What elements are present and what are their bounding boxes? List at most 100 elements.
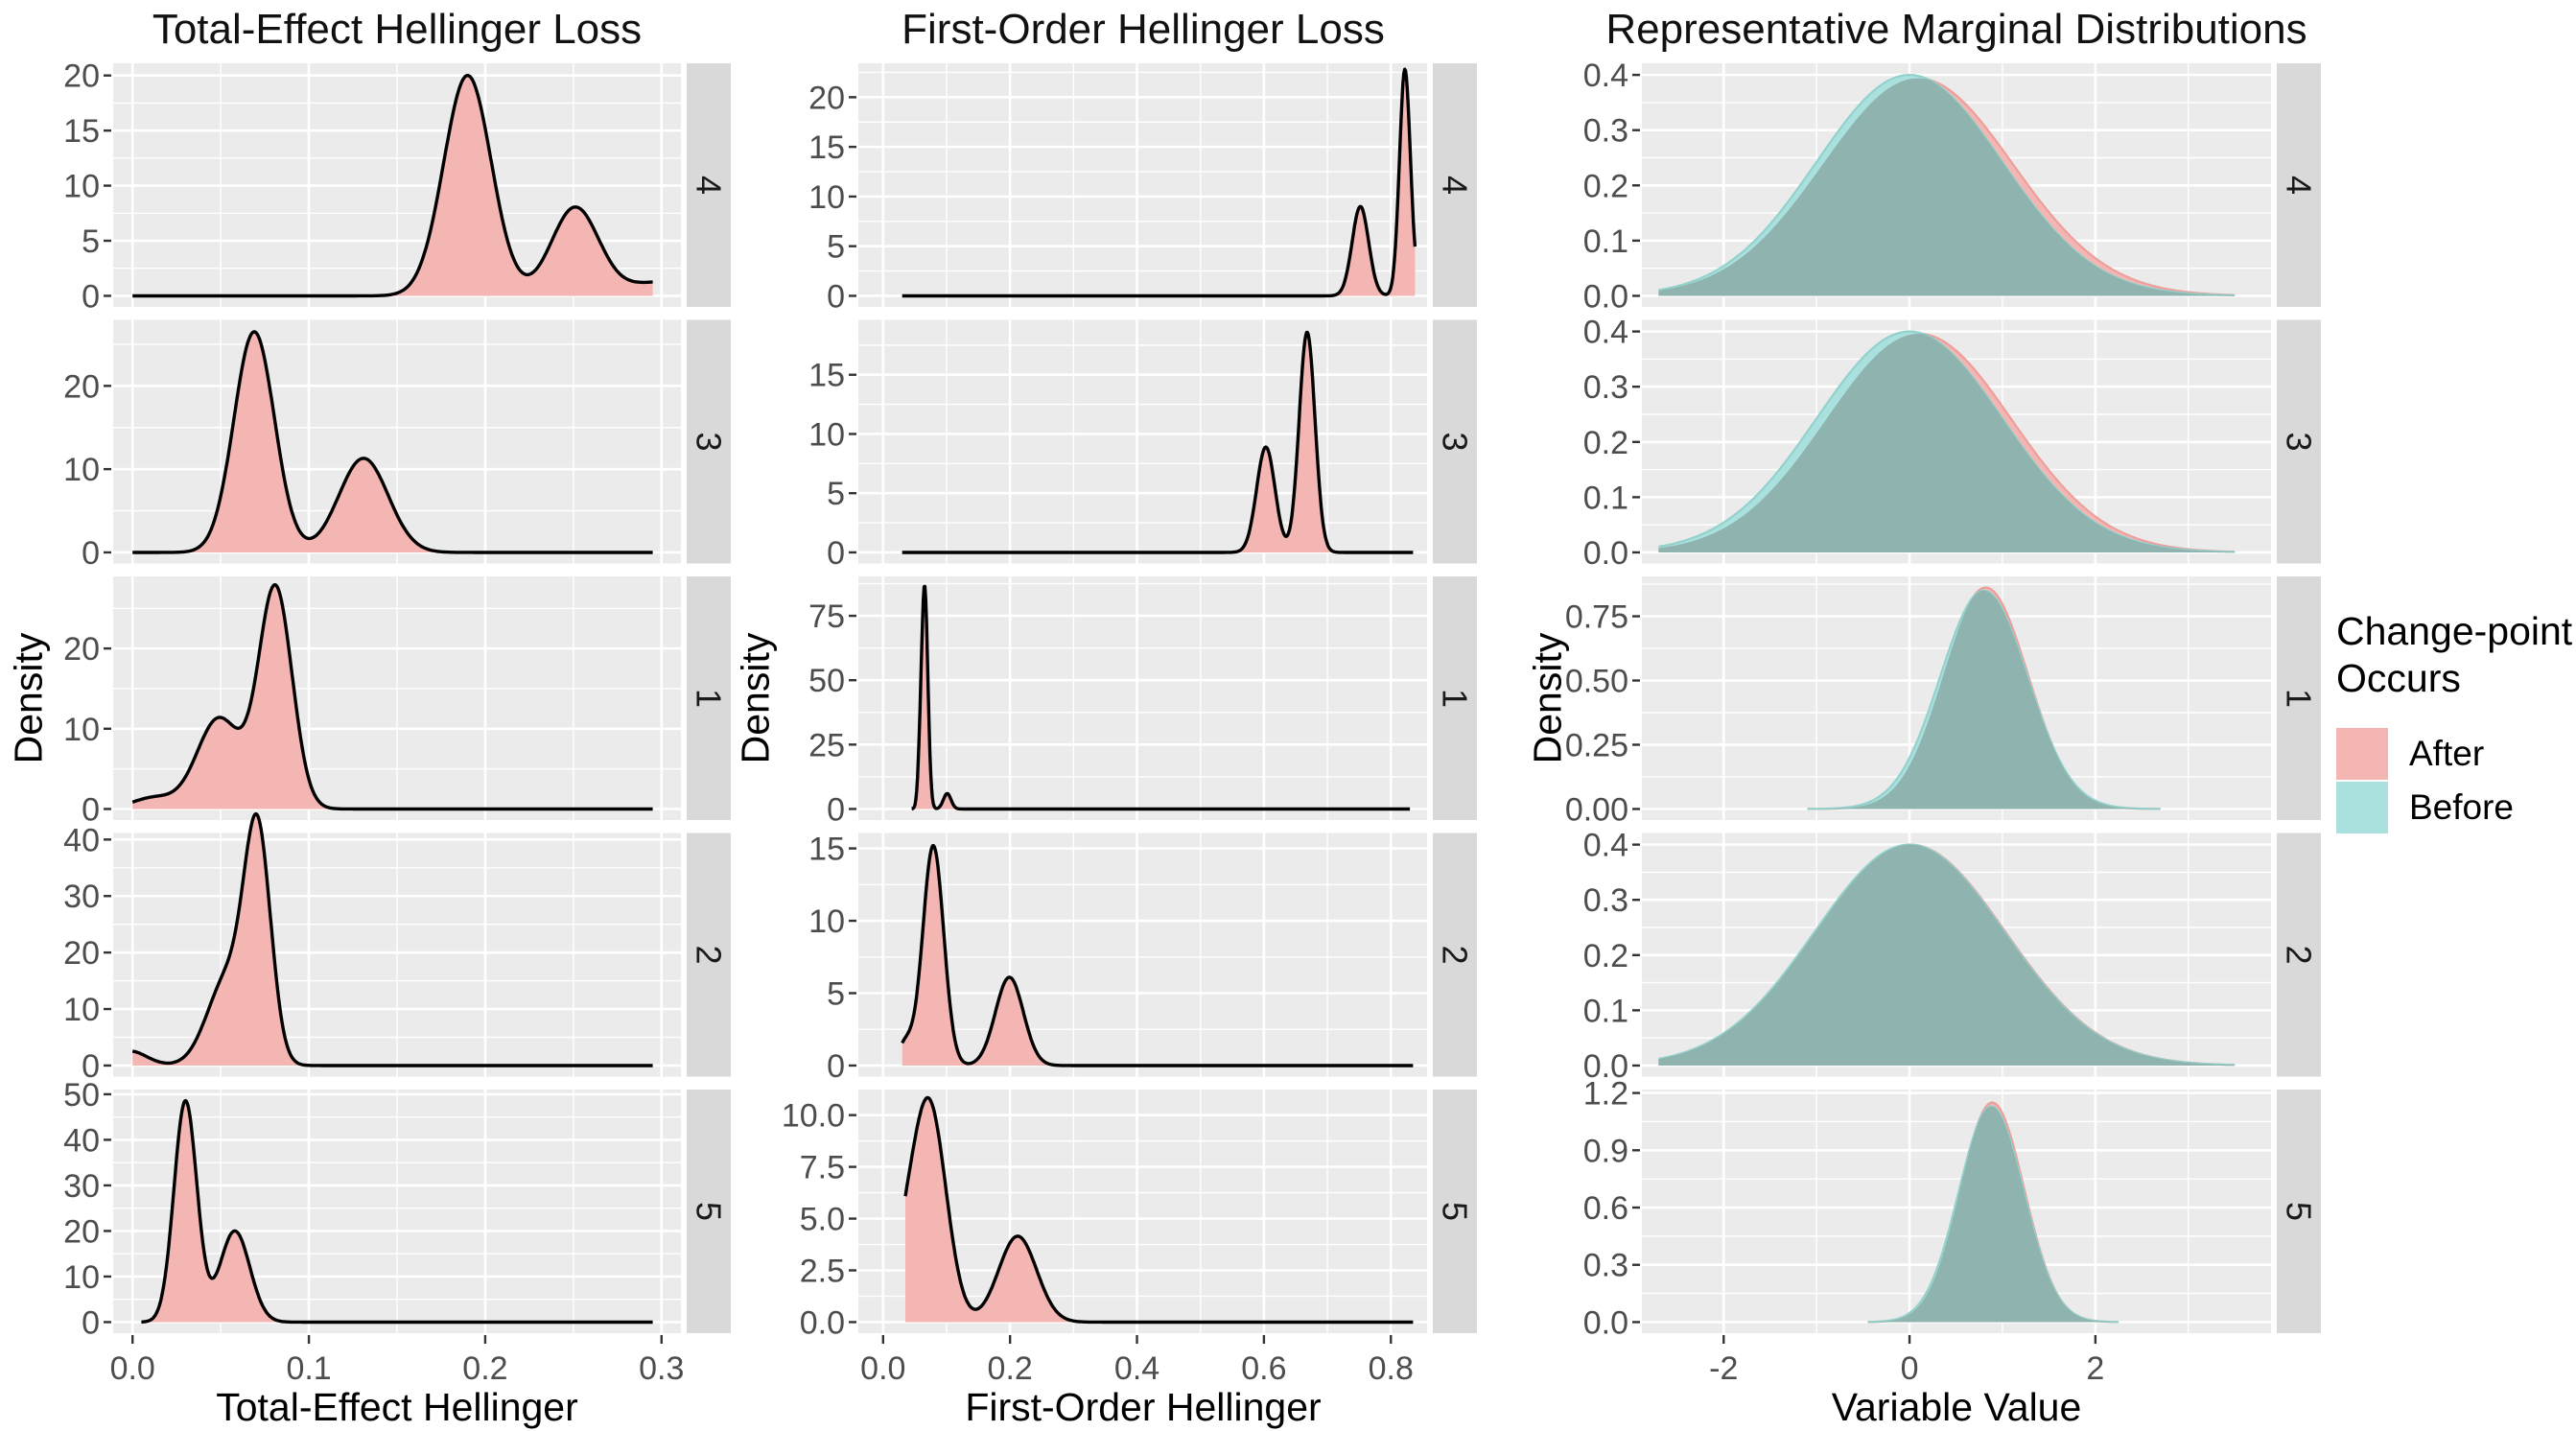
- y-tick-label: 0: [827, 278, 845, 315]
- y-tick-label: 0: [82, 1048, 100, 1085]
- legend-title: Change-point Occurs: [2336, 608, 2576, 702]
- y-tick-label: 0: [82, 278, 100, 315]
- y-tick-label: 20: [63, 368, 100, 405]
- x-axis-title-first-order: First-Order Hellinger: [965, 1385, 1322, 1429]
- density-area-overlap: [1867, 1106, 2119, 1323]
- facet-strip: [687, 833, 731, 1077]
- y-tick-label: 10: [63, 712, 100, 748]
- legend-item-after: After: [2336, 727, 2576, 781]
- facet-strip: [2277, 576, 2321, 820]
- y-tick-label: 0.4: [1583, 828, 1628, 864]
- y-tick-label: 0: [827, 535, 845, 572]
- column-title-total-effect: Total-Effect Hellinger Loss: [152, 6, 643, 53]
- density-curve-after: [131, 74, 654, 298]
- facet-strip-label: 3: [2280, 432, 2319, 451]
- y-tick-label: 0.1: [1583, 223, 1628, 260]
- y-tick-label: 0.0: [1583, 1304, 1628, 1341]
- y-tick-label: 7.5: [800, 1150, 845, 1186]
- y-tick-label: 0.4: [1583, 58, 1628, 94]
- x-tick-label: 2: [2086, 1350, 2104, 1387]
- facet-strip: [687, 576, 731, 820]
- panel-background: [858, 576, 1427, 820]
- facet-strip-label: 5: [2280, 1202, 2319, 1221]
- density-area-after: [905, 1097, 1414, 1323]
- y-tick-label: 20: [63, 935, 100, 972]
- facet-strip: [2277, 63, 2321, 307]
- density-curve-after: [140, 1098, 654, 1325]
- legend-title-line2: Occurs: [2336, 656, 2461, 700]
- density-area-after: [141, 1100, 653, 1323]
- y-tick-label: 50: [808, 663, 845, 699]
- panel-background: [858, 63, 1427, 307]
- density-area-overlap: [1807, 590, 2161, 809]
- panel-background: [858, 319, 1427, 564]
- y-tick-label: 20: [808, 80, 845, 116]
- y-tick-label: 10.0: [782, 1098, 845, 1135]
- density-curve-after: [901, 844, 1415, 1067]
- y-tick-label: 5: [82, 223, 100, 260]
- facet-strip: [687, 63, 731, 307]
- y-tick-label: 15: [808, 358, 845, 394]
- y-tick-label: 0.00: [1565, 791, 1628, 828]
- density-area-overlap: [1658, 333, 2236, 552]
- x-tick-label: 0.2: [462, 1350, 507, 1387]
- y-tick-label: 0.75: [1565, 599, 1628, 636]
- facet-strip: [1433, 833, 1477, 1077]
- y-tick-label: 0: [82, 791, 100, 828]
- y-tick-label: 5: [827, 975, 845, 1012]
- y-tick-label: 10: [63, 452, 100, 488]
- y-tick-label: 30: [63, 1168, 100, 1205]
- x-tick-label: -2: [1709, 1350, 1738, 1387]
- x-tick-label: 0.4: [1114, 1350, 1159, 1387]
- y-tick-label: 0.0: [1583, 535, 1628, 572]
- density-curve-after: [131, 583, 654, 811]
- x-tick-label: 0.3: [639, 1350, 684, 1387]
- facet-strip: [1433, 576, 1477, 820]
- density-area-after: [132, 331, 653, 552]
- y-tick-label: 50: [63, 1077, 100, 1114]
- y-tick-label: 2.5: [800, 1254, 845, 1290]
- y-tick-label: 0.2: [1583, 168, 1628, 204]
- x-tick-label: 0.8: [1369, 1350, 1414, 1387]
- facet-strip-label: 2: [1436, 945, 1475, 964]
- legend-items: After Before: [2336, 727, 2576, 834]
- facet-strip-label: 2: [690, 945, 729, 964]
- y-tick-label: 20: [63, 1213, 100, 1250]
- x-tick-label: 0.2: [988, 1350, 1033, 1387]
- x-tick-label: 0.1: [286, 1350, 331, 1387]
- y-tick-label: 0.2: [1583, 425, 1628, 461]
- y-tick-label: 0.1: [1583, 993, 1628, 1029]
- legend-label: After: [2409, 734, 2485, 773]
- legend-label: Before: [2409, 787, 2515, 827]
- facet-strip: [2277, 319, 2321, 564]
- y-tick-label: 10: [63, 992, 100, 1028]
- y-tick-label: 75: [808, 598, 845, 635]
- y-tick-label: 20: [63, 59, 100, 95]
- y-tick-label: 0: [82, 535, 100, 572]
- x-tick-label: 0: [1901, 1350, 1919, 1387]
- y-tick-label: 1.2: [1583, 1076, 1628, 1113]
- facet-strip: [687, 1090, 731, 1333]
- y-tick-label: 40: [63, 822, 100, 858]
- x-tick-label: 0.0: [110, 1350, 155, 1387]
- y-tick-label: 10: [63, 1259, 100, 1296]
- density-area-overlap: [1658, 844, 2236, 1066]
- facet-strip-label: 3: [690, 432, 729, 451]
- facet-strip-label: 4: [690, 176, 729, 195]
- legend: Change-point Occurs After Before: [2336, 608, 2576, 834]
- facet-strip: [1433, 319, 1477, 564]
- y-tick-label: 0: [82, 1304, 100, 1341]
- density-curve-after: [131, 811, 654, 1067]
- y-tick-label: 0.3: [1583, 882, 1628, 919]
- y-tick-label: 0.25: [1565, 727, 1628, 763]
- density-area-after: [902, 845, 1414, 1066]
- y-tick-label: 5.0: [800, 1202, 845, 1238]
- facet-strip-label: 5: [1436, 1202, 1475, 1221]
- y-tick-label: 0: [827, 1048, 845, 1085]
- density-curve-after: [910, 584, 1411, 811]
- y-tick-label: 25: [808, 727, 845, 763]
- y-axis-title-col1: Density: [6, 632, 51, 764]
- facet-strip-label: 1: [2280, 689, 2319, 708]
- y-tick-label: 0.0: [800, 1304, 845, 1341]
- density-area-after: [132, 813, 653, 1066]
